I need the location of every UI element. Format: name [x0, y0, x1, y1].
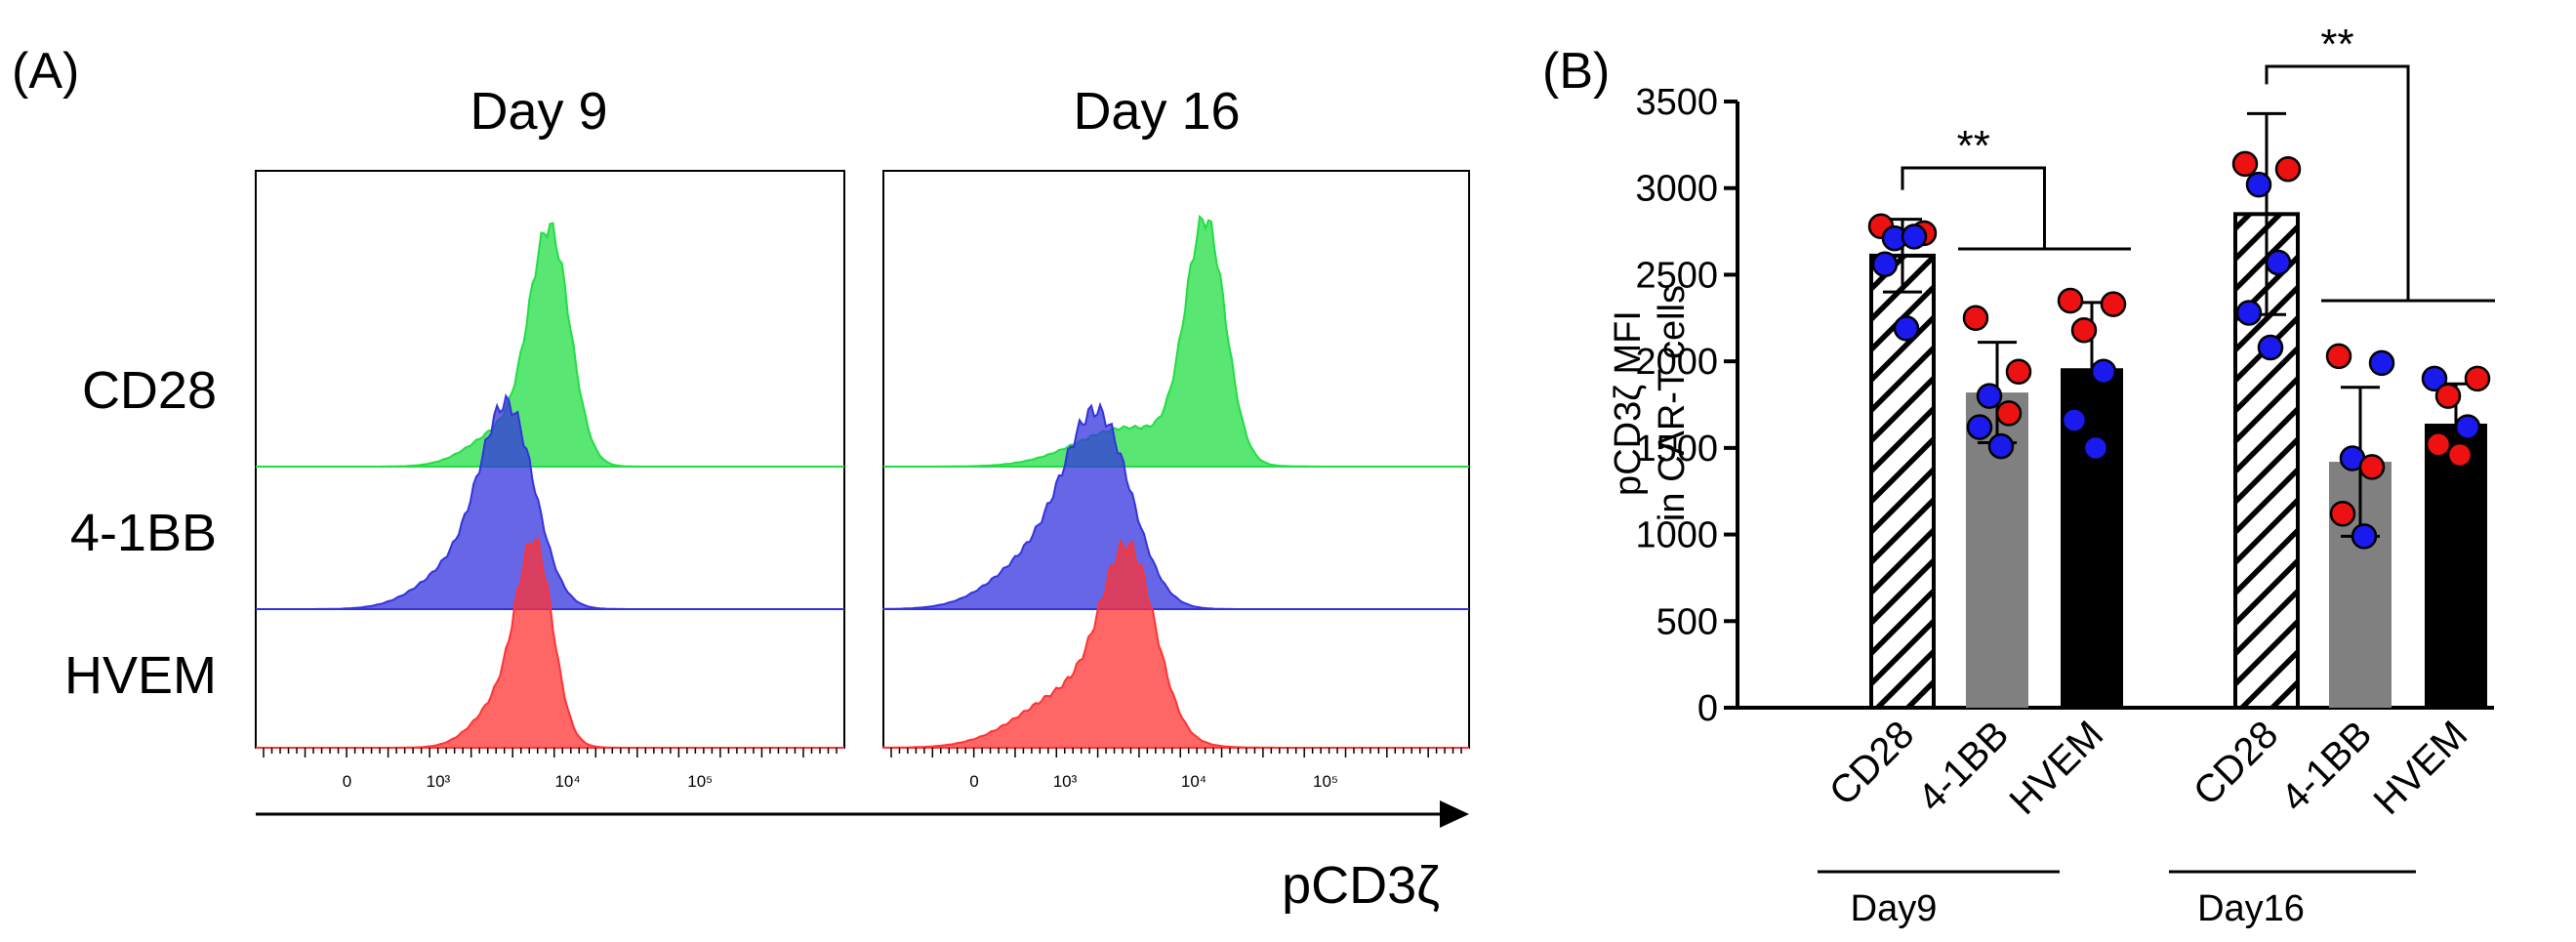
y-tick-label: 2000	[1635, 342, 1718, 383]
data-point	[1995, 400, 2023, 427]
significance-label: **	[1957, 122, 1990, 170]
data-point	[2368, 349, 2395, 377]
data-point	[2090, 358, 2117, 386]
data-point	[2325, 343, 2352, 370]
y-tick-label: 500	[1656, 601, 1718, 642]
data-point	[2257, 334, 2284, 361]
data-point	[1871, 251, 1899, 278]
row-label-hvem: HVEM	[64, 646, 217, 705]
data-point	[1976, 383, 2003, 409]
data-point	[2061, 407, 2088, 433]
category-label: HVEM	[2366, 713, 2476, 823]
significance-bracket	[2265, 64, 2410, 301]
histogram-tick-label: 0	[343, 772, 351, 791]
y-tick-label: 3000	[1635, 169, 1718, 210]
row-label-4-1bb: 4-1BB	[70, 504, 217, 562]
x-axis-label-pcd3z: pCD3ζ	[1282, 856, 1440, 915]
data-point	[2434, 383, 2462, 409]
data-point	[1966, 414, 1993, 440]
column-title-day9: Day 9	[470, 82, 607, 141]
data-point	[2425, 431, 2452, 458]
data-point	[2358, 454, 2386, 480]
bar-chart: 0500100015002000250030003500****CD284-1B…	[1635, 20, 2495, 929]
data-point	[2329, 501, 2356, 527]
data-point	[2231, 150, 2259, 178]
histogram-tick-label: 10³	[1053, 772, 1078, 791]
category-label: CD28	[2186, 713, 2286, 813]
data-point	[2446, 441, 2474, 469]
y-tick-label: 1500	[1635, 429, 1718, 470]
histogram-tick-label: 10³	[427, 772, 451, 791]
y-tick-label: 1000	[1635, 515, 1718, 556]
y-axis-label-line2: in CAR-T cells	[1652, 285, 1693, 521]
histogram-tick-label: 10⁵	[687, 772, 713, 791]
data-point	[2421, 365, 2448, 392]
category-label: 4-1BB	[1910, 713, 2018, 820]
significance-bracket	[1901, 166, 2046, 249]
histogram-panels: 0 10³ 10⁴ 10⁵ 0 10³ 10⁴ 10⁵	[255, 170, 1470, 791]
category-label: CD28	[1821, 713, 1922, 813]
data-point	[2454, 414, 2481, 440]
data-point	[2245, 171, 2272, 198]
group-label: Day9	[1851, 888, 1938, 929]
category-label: HVEM	[2002, 713, 2112, 823]
data-point	[1901, 224, 1928, 250]
data-point	[2351, 523, 2378, 550]
histogram-tick-label: 10⁴	[1181, 772, 1206, 791]
data-point	[2070, 316, 2098, 344]
data-point	[2274, 155, 2302, 183]
panel-b-label: (B)	[1542, 43, 1610, 100]
data-point	[2464, 365, 2491, 392]
category-label: 4-1BB	[2273, 713, 2381, 820]
histogram-tick-label: 10⁵	[1313, 772, 1338, 791]
panel-a-label: (A)	[12, 43, 79, 100]
data-point	[1962, 305, 1989, 332]
y-tick-label: 3500	[1635, 82, 1718, 123]
data-point	[2005, 358, 2032, 386]
data-point	[2082, 434, 2109, 462]
x-arrow-head	[1440, 800, 1469, 828]
data-point	[1987, 432, 2015, 460]
data-point	[2057, 287, 2084, 314]
data-point	[2100, 291, 2127, 317]
y-tick-label: 0	[1697, 688, 1718, 729]
bar-hvem	[2425, 424, 2487, 708]
histogram-tick-label: 0	[969, 772, 978, 791]
y-tick-label: 2500	[1635, 255, 1718, 296]
significance-label: **	[2320, 20, 2353, 68]
histogram-tick-label: 10⁴	[554, 772, 580, 791]
data-point	[1893, 315, 1920, 342]
column-title-day16: Day 16	[1073, 82, 1240, 141]
group-label: Day16	[2197, 888, 2305, 929]
y-axis-label-line1: pCD3ζ MFI	[1608, 310, 1649, 496]
row-label-cd28: CD28	[82, 361, 217, 420]
data-point	[2235, 300, 2263, 326]
data-point	[2265, 249, 2292, 276]
